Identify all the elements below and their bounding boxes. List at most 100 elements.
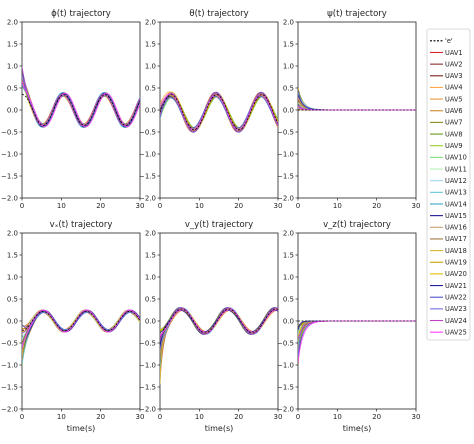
legend-label: UAV7 [445, 119, 463, 127]
y-tick-label: 0.5 [7, 295, 18, 303]
y-tick-label: −1.0 [277, 150, 294, 158]
subplot-title: v_y(t) trajectory [185, 220, 253, 230]
legend-label: UAV13 [445, 189, 467, 197]
series-line-uav8 [298, 89, 416, 111]
y-tick-label: −1.0 [277, 361, 294, 369]
x-tick-label: 20 [234, 413, 243, 421]
y-tick-label: −1.0 [139, 150, 156, 158]
legend-item: UAV8 [430, 130, 463, 138]
series-line-uav20 [22, 68, 140, 126]
series-line-uav3 [298, 320, 416, 365]
y-tick-label: −2.0 [139, 194, 156, 202]
subplot-title: v_z(t) trajectory [323, 220, 391, 230]
y-tick-label: −1.5 [277, 172, 294, 180]
y-tick-label: −2.0 [277, 405, 294, 413]
y-tick-label: −1.5 [277, 383, 294, 391]
y-tick-label: 0.0 [145, 106, 156, 114]
series-line-uav11 [298, 91, 416, 111]
legend-item: UAV23 [430, 305, 467, 313]
y-tick-label: −0.5 [139, 339, 156, 347]
series-line-uav1 [22, 70, 140, 127]
y-tick-label: −0.5 [277, 339, 294, 347]
y-tick-label: −1.0 [1, 150, 18, 158]
y-tick-label: −2.0 [277, 194, 294, 202]
y-tick-label: −0.5 [1, 128, 18, 136]
x-tick-label: 10 [57, 202, 66, 210]
legend-item: UAV4 [430, 84, 463, 92]
legend-label: UAV22 [445, 294, 467, 302]
y-tick-label: 1.5 [145, 40, 156, 48]
legend-item: UAV20 [430, 270, 467, 278]
series-line-uav14 [22, 67, 140, 128]
legend-item: UAV6 [430, 107, 463, 115]
y-tick-label: −1.5 [1, 383, 18, 391]
legend-item: UAV22 [430, 294, 467, 302]
legend-item: UAV5 [430, 95, 463, 103]
legend-item: UAV24 [430, 317, 467, 325]
legend-item: UAV19 [430, 259, 467, 267]
legend-item: UAV16 [430, 224, 467, 232]
series-line-uav12 [298, 94, 416, 111]
x-axis-label: time(s) [205, 424, 233, 433]
series-line-uav15 [22, 78, 140, 127]
series-line-uav2 [22, 74, 140, 127]
legend-label: UAV1 [445, 49, 463, 57]
series-line-uav3 [298, 88, 416, 111]
legend-item: UAV18 [430, 247, 467, 255]
x-tick-label: 20 [372, 202, 381, 210]
y-tick-label: 1.0 [7, 273, 18, 281]
series-line-uav5 [22, 69, 140, 127]
y-tick-label: 0.5 [283, 295, 294, 303]
legend-item: UAV2 [430, 60, 463, 68]
legend-label: UAV24 [445, 317, 467, 325]
legend-label: UAV12 [445, 177, 467, 185]
y-tick-label: −1.5 [139, 172, 156, 180]
series-line-uav3 [22, 76, 140, 127]
x-tick-label: 30 [412, 413, 421, 421]
series-line-uav25 [298, 320, 416, 363]
series-line-uav16 [22, 77, 140, 127]
series-line-uav4 [298, 94, 416, 111]
legend-label: UAV4 [445, 84, 463, 92]
series-line-uav7 [22, 74, 140, 128]
series-line-uav5 [298, 87, 416, 111]
x-axis-label: time(s) [67, 424, 95, 433]
axes-frame [21, 21, 141, 199]
series-line-uav10 [298, 320, 416, 335]
series-line-uav1 [298, 99, 416, 111]
series-line-uav18 [22, 67, 140, 125]
subplot-5: 2.0 1.5 1.0 0.5 0.0 −0.5 −1.0 −1.5 −2.00 10 20 30 v_… [139, 220, 282, 433]
x-tick-label: 10 [333, 413, 342, 421]
y-tick-label: −1.0 [139, 361, 156, 369]
x-tick-label: 30 [136, 202, 145, 210]
x-tick-label: 10 [195, 413, 204, 421]
legend-item: UAV14 [430, 200, 467, 208]
x-tick-label: 0 [296, 202, 300, 210]
x-tick-label: 20 [96, 413, 105, 421]
subplot-title: vₓ(t) trajectory [50, 220, 113, 230]
series-line-uav12 [298, 320, 416, 336]
legend-label: UAV23 [445, 305, 467, 313]
legend-item: UAV25 [430, 328, 467, 336]
legend-label: UAV10 [445, 154, 467, 162]
series-line-uav6 [298, 320, 416, 355]
legend-label: UAV6 [445, 107, 463, 115]
y-tick-label: −1.5 [139, 383, 156, 391]
series-line-uav25 [160, 309, 278, 337]
subplot-4: 2.0 1.5 1.0 0.5 0.0 −0.5 −1.0 −1.5 −2.00 10 20 30 vₓ… [1, 220, 144, 433]
subplot-2: 2.0 1.5 1.0 0.5 0.0 −0.5 −1.0 −1.5 −2.00 10 20 30 θ(… [139, 9, 282, 210]
legend-item: UAV11 [430, 165, 467, 173]
series-line-uav24 [22, 67, 140, 127]
series-line-uav23 [298, 320, 416, 357]
series-line-uav23 [22, 74, 140, 125]
subplot-title: ψ(t) trajectory [327, 9, 387, 19]
legend-label: UAV20 [445, 270, 467, 278]
series-line-uav10 [22, 84, 140, 127]
legend-label: UAV21 [445, 282, 467, 290]
y-tick-label: 1.0 [283, 273, 294, 281]
series-line-uav24 [298, 320, 416, 340]
legend-item: UAV21 [430, 282, 467, 290]
series-line-uav25 [22, 80, 140, 128]
legend-label: 'e' [445, 37, 453, 45]
